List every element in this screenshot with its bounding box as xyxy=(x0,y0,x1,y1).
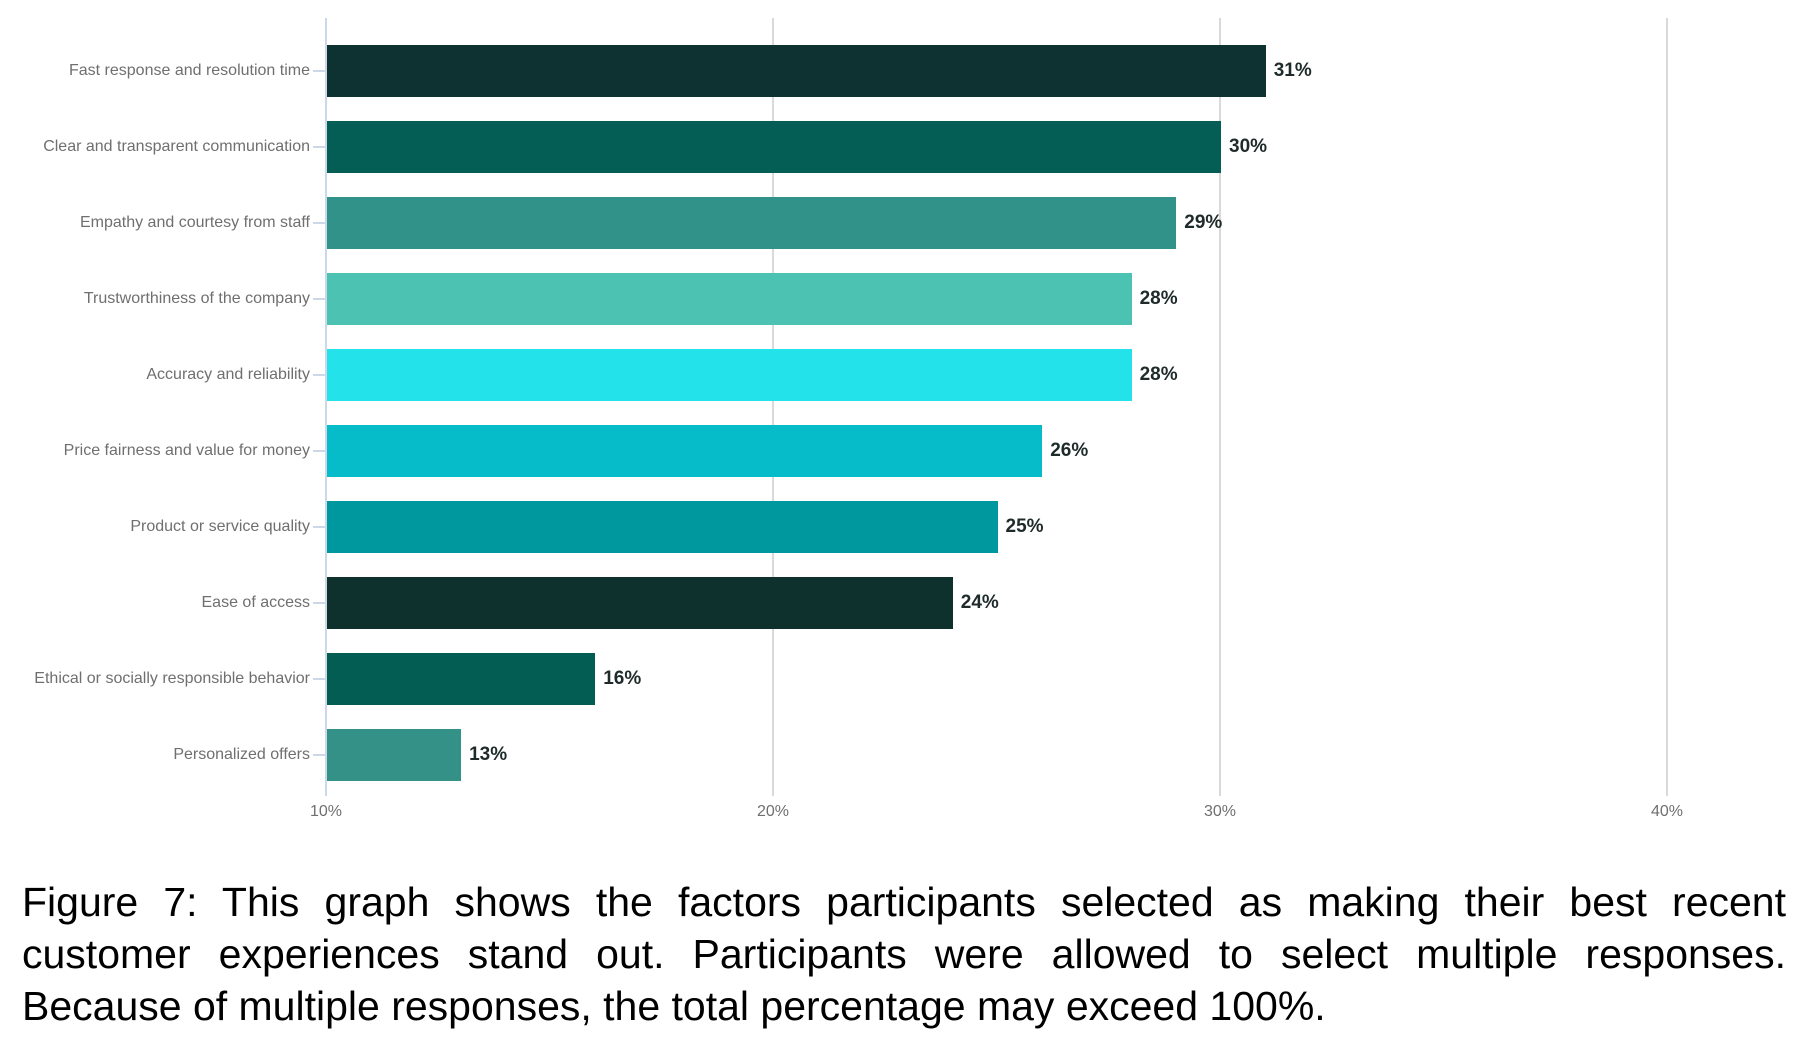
category-label: Trustworthiness of the company xyxy=(83,290,310,307)
bar xyxy=(327,121,1221,173)
category-label: Clear and transparent communication xyxy=(43,138,310,155)
bar xyxy=(327,653,595,705)
category-tick xyxy=(313,146,326,148)
gridline xyxy=(1666,18,1668,796)
category-label: Price fairness and value for money xyxy=(63,442,310,459)
category-tick xyxy=(313,298,326,300)
category-label: Empathy and courtesy from staff xyxy=(79,214,310,231)
figure-caption: Figure 7: This graph shows the factors p… xyxy=(22,879,1786,1029)
x-tick-label: 20% xyxy=(756,803,790,820)
category-label: Ethical or socially responsible behavior xyxy=(34,670,310,687)
category-label: Accuracy and reliability xyxy=(146,366,310,383)
value-label: 28% xyxy=(1139,364,1178,385)
category-label: Ease of access xyxy=(201,594,311,611)
bar xyxy=(327,349,1132,401)
bar xyxy=(327,577,953,629)
value-label: 28% xyxy=(1139,288,1178,309)
value-label: 16% xyxy=(603,668,642,689)
gridline xyxy=(1219,18,1221,796)
x-tick-label: 10% xyxy=(309,803,343,820)
category-tick xyxy=(313,70,326,72)
bar xyxy=(327,501,998,553)
gridline xyxy=(772,18,774,796)
bar xyxy=(327,425,1042,477)
category-tick xyxy=(313,754,326,756)
bar xyxy=(327,273,1132,325)
bar xyxy=(327,197,1176,249)
value-label: 25% xyxy=(1005,516,1044,537)
category-tick xyxy=(313,374,326,376)
category-tick xyxy=(313,526,326,528)
category-label: Fast response and resolution time xyxy=(68,62,310,79)
category-tick xyxy=(313,450,326,452)
bar-chart: 10% 20% 30% 40% Fast response and resolution… xyxy=(34,18,1684,820)
category-tick xyxy=(313,602,326,604)
value-label: 24% xyxy=(960,592,999,613)
bar xyxy=(327,45,1266,97)
x-tick-label: 40% xyxy=(1650,803,1684,820)
value-label: 29% xyxy=(1184,212,1223,233)
value-label: 13% xyxy=(469,744,508,765)
x-tick-label: 30% xyxy=(1203,803,1237,820)
y-axis-line xyxy=(325,18,327,796)
category-label: Personalized offers xyxy=(173,746,310,763)
category-label: Product or service quality xyxy=(130,518,310,535)
category-tick xyxy=(313,678,326,680)
category-tick xyxy=(313,222,326,224)
value-label: 31% xyxy=(1273,60,1312,81)
bar xyxy=(327,729,461,781)
value-label: 30% xyxy=(1229,136,1268,157)
value-label: 26% xyxy=(1050,440,1089,461)
